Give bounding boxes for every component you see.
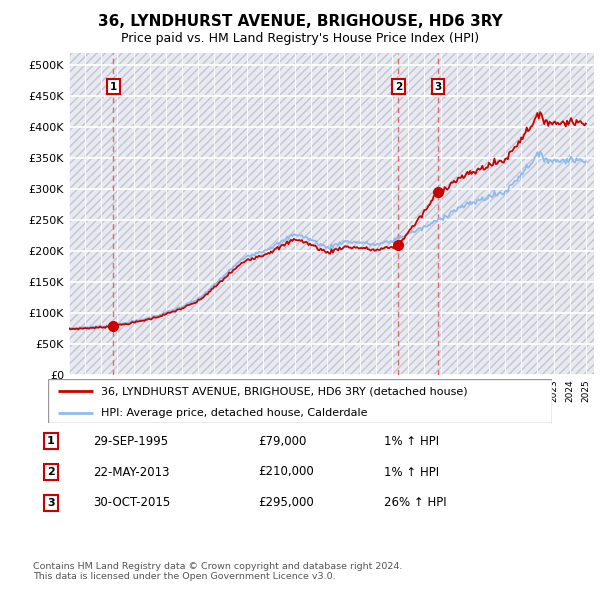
Text: 3: 3 (47, 498, 55, 507)
Text: Price paid vs. HM Land Registry's House Price Index (HPI): Price paid vs. HM Land Registry's House … (121, 32, 479, 45)
Text: 29-SEP-1995: 29-SEP-1995 (93, 435, 168, 448)
Text: 1: 1 (47, 437, 55, 446)
Text: £79,000: £79,000 (258, 435, 307, 448)
Text: 3: 3 (434, 82, 442, 92)
Text: 2: 2 (395, 82, 402, 92)
Text: HPI: Average price, detached house, Calderdale: HPI: Average price, detached house, Cald… (101, 408, 367, 418)
FancyBboxPatch shape (48, 379, 552, 423)
Text: 1: 1 (110, 82, 117, 92)
Text: £210,000: £210,000 (258, 466, 314, 478)
Text: 30-OCT-2015: 30-OCT-2015 (93, 496, 170, 509)
Text: Contains HM Land Registry data © Crown copyright and database right 2024.
This d: Contains HM Land Registry data © Crown c… (33, 562, 403, 581)
Text: 2: 2 (47, 467, 55, 477)
Text: £295,000: £295,000 (258, 496, 314, 509)
Text: 26% ↑ HPI: 26% ↑ HPI (384, 496, 446, 509)
Text: 36, LYNDHURST AVENUE, BRIGHOUSE, HD6 3RY (detached house): 36, LYNDHURST AVENUE, BRIGHOUSE, HD6 3RY… (101, 386, 467, 396)
Text: 1% ↑ HPI: 1% ↑ HPI (384, 466, 439, 478)
Text: 22-MAY-2013: 22-MAY-2013 (93, 466, 170, 478)
Text: 36, LYNDHURST AVENUE, BRIGHOUSE, HD6 3RY: 36, LYNDHURST AVENUE, BRIGHOUSE, HD6 3RY (98, 14, 502, 30)
Text: 1% ↑ HPI: 1% ↑ HPI (384, 435, 439, 448)
